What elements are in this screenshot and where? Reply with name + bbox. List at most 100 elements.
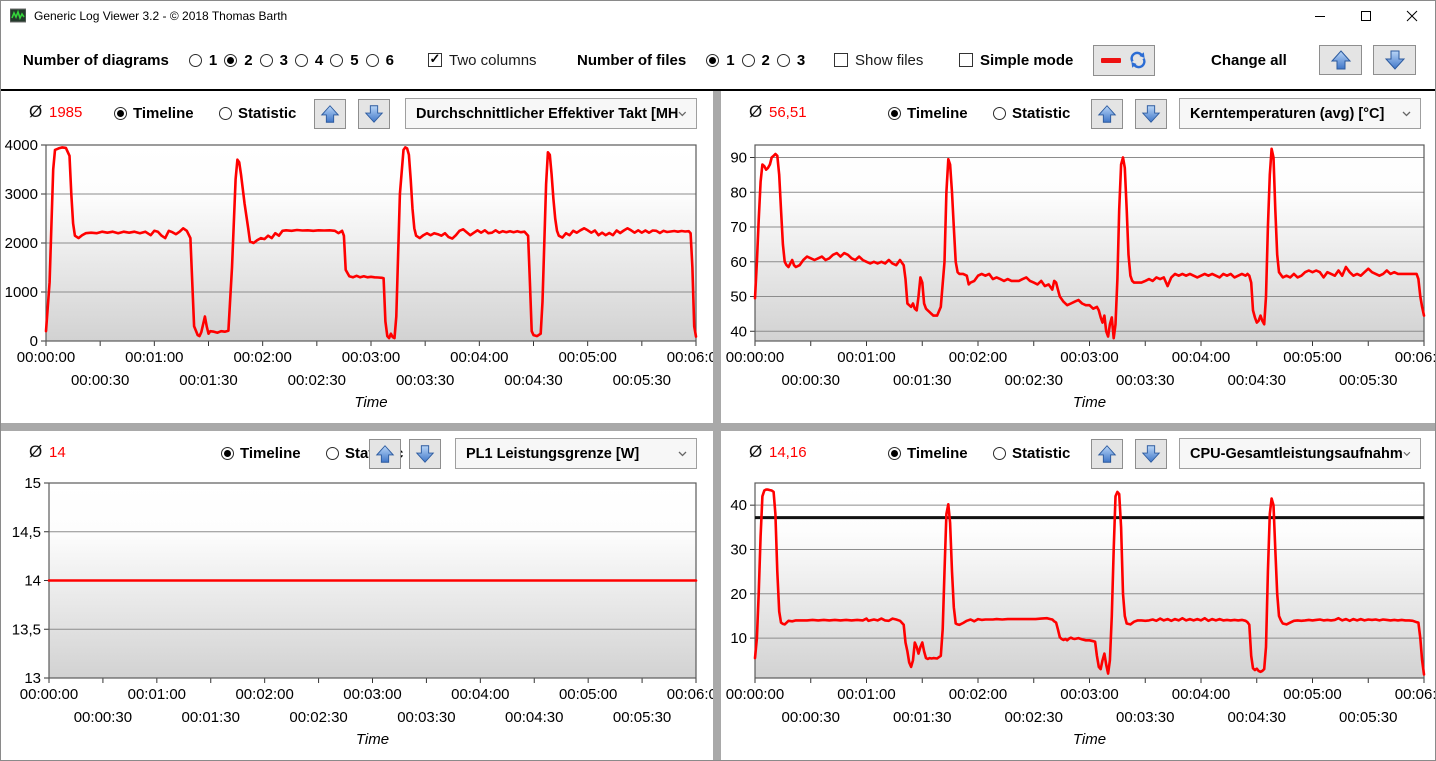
metric-down-button[interactable]	[358, 99, 390, 129]
svg-text:50: 50	[730, 289, 747, 306]
files-radio-2[interactable]	[741, 53, 755, 67]
svg-text:00:04:00: 00:04:00	[1172, 686, 1230, 703]
avg-value: 14	[49, 444, 66, 461]
chevron-down-icon	[678, 111, 687, 116]
svg-text:00:02:00: 00:02:00	[235, 686, 293, 703]
svg-text:00:00:30: 00:00:30	[782, 372, 840, 389]
svg-text:00:01:30: 00:01:30	[893, 709, 951, 726]
files-radio-3[interactable]	[776, 53, 790, 67]
metric-up-button[interactable]	[1091, 99, 1123, 129]
metric-dropdown[interactable]: Kerntemperaturen (avg) [°C]	[1179, 98, 1421, 129]
avg-value: 14,16	[769, 444, 807, 461]
arrow-up-icon	[1330, 50, 1351, 70]
diagrams-option-label: 6	[385, 51, 394, 69]
svg-text:00:01:30: 00:01:30	[893, 372, 951, 389]
svg-text:15: 15	[24, 475, 41, 492]
show-files-checkbox[interactable]	[834, 53, 848, 67]
timeline-radio[interactable]	[221, 447, 234, 460]
svg-text:4000: 4000	[5, 137, 38, 154]
arrow-up-icon	[1097, 445, 1117, 463]
chart-cpu-power: 10 20 30 40 00:00:00 00:01:00 00:02:00 00:03:00…	[726, 482, 1435, 748]
diagrams-option-label: 1	[208, 51, 218, 69]
svg-text:00:05:00: 00:05:00	[1283, 349, 1341, 366]
statistic-radio[interactable]	[326, 447, 339, 460]
arrow-up-icon	[375, 445, 395, 463]
diagram-panel-4: 10 20 30 40 00:00:00 00:01:00 00:02:00 00:03:00…	[721, 431, 1435, 760]
arrow-up-icon	[1097, 105, 1117, 123]
metric-up-button[interactable]	[314, 99, 346, 129]
svg-text:14,5: 14,5	[12, 524, 41, 541]
arrow-up-icon	[320, 105, 340, 123]
panel-4-header: Ø 14,16 Timeline Statistic CPU-Gesamtlei…	[721, 431, 1435, 475]
maximize-icon	[1361, 11, 1371, 21]
diagrams-radio-4[interactable]	[294, 53, 308, 67]
avg-value: 56,51	[769, 104, 807, 121]
svg-text:80: 80	[730, 184, 747, 201]
arrow-down-icon	[1141, 105, 1161, 123]
files-option-label: 3	[796, 51, 806, 69]
svg-text:00:03:00: 00:03:00	[1060, 686, 1118, 703]
two-columns-checkbox[interactable]	[428, 53, 442, 67]
chevron-down-icon	[1403, 451, 1411, 456]
refresh-icon	[1129, 51, 1146, 69]
svg-text:00:03:30: 00:03:30	[396, 372, 454, 389]
svg-text:00:03:00: 00:03:00	[342, 349, 400, 366]
diagrams-radio-6[interactable]	[365, 53, 379, 67]
timeline-radio[interactable]	[888, 447, 901, 460]
metric-down-button[interactable]	[1135, 439, 1167, 469]
metric-up-button[interactable]	[369, 439, 401, 469]
statistic-radio[interactable]	[219, 107, 232, 120]
metric-down-button[interactable]	[409, 439, 441, 469]
chart-core-temps: 40 50 60 70 80 90 00:00:00 00:01:00 00:02:00 00:0…	[726, 144, 1435, 411]
svg-text:00:03:00: 00:03:00	[343, 686, 401, 703]
metric-up-button[interactable]	[1091, 439, 1123, 469]
svg-text:70: 70	[730, 219, 747, 236]
files-radio-1[interactable]	[706, 53, 720, 67]
chevron-down-icon	[678, 451, 687, 456]
metric-dropdown-value: Kerntemperaturen (avg) [°C]	[1190, 105, 1385, 122]
diagram-panel-2: 40 50 60 70 80 90 00:00:00 00:01:00 00:02:00 00:0…	[721, 91, 1435, 423]
metric-dropdown[interactable]: PL1 Leistungsgrenze [W]	[455, 438, 697, 469]
avg-symbol: Ø	[749, 102, 763, 121]
svg-text:60: 60	[730, 254, 747, 271]
statistic-label: Statistic	[1012, 445, 1071, 462]
timeline-radio[interactable]	[114, 107, 127, 120]
svg-text:00:04:00: 00:04:00	[1172, 349, 1230, 366]
svg-text:00:02:30: 00:02:30	[288, 372, 346, 389]
svg-text:20: 20	[730, 586, 747, 603]
diagrams-radio-5[interactable]	[330, 53, 344, 67]
timeline-radio[interactable]	[888, 107, 901, 120]
metric-dropdown-value: PL1 Leistungsgrenze [W]	[466, 445, 640, 462]
arrow-down-icon	[1384, 50, 1405, 70]
metric-down-button[interactable]	[1135, 99, 1167, 129]
close-button[interactable]	[1389, 1, 1435, 31]
diagrams-radio-3[interactable]	[259, 53, 273, 67]
maximize-button[interactable]	[1343, 1, 1389, 31]
metric-dropdown[interactable]: CPU-Gesamtleistungsaufnahme [W]	[1179, 438, 1421, 469]
statistic-radio[interactable]	[993, 447, 1006, 460]
change-all-down-button[interactable]	[1373, 45, 1416, 75]
svg-text:Time: Time	[1073, 731, 1106, 748]
diagrams-radio-2[interactable]	[224, 53, 238, 67]
svg-text:00:00:30: 00:00:30	[74, 709, 132, 726]
svg-text:00:03:00: 00:03:00	[1060, 349, 1118, 366]
metric-dropdown[interactable]: Durchschnittlicher Effektiver Takt [MHz]	[405, 98, 697, 129]
svg-text:00:04:30: 00:04:30	[504, 372, 562, 389]
app-icon	[10, 8, 26, 23]
simple-mode-checkbox[interactable]	[959, 53, 973, 67]
svg-text:13: 13	[24, 670, 41, 687]
svg-text:00:04:30: 00:04:30	[505, 709, 563, 726]
avg-symbol: Ø	[749, 442, 763, 461]
statistic-radio[interactable]	[993, 107, 1006, 120]
line-style-refresh-button[interactable]	[1093, 44, 1155, 76]
svg-text:2000: 2000	[5, 235, 38, 252]
show-files-label: Show files	[855, 51, 924, 69]
minimize-button[interactable]	[1297, 1, 1343, 31]
svg-text:00:05:30: 00:05:30	[1339, 372, 1397, 389]
number-of-files-label: Number of files	[577, 51, 687, 69]
svg-text:00:02:30: 00:02:30	[1005, 372, 1063, 389]
diagrams-radio-1[interactable]	[188, 53, 202, 67]
change-all-up-button[interactable]	[1319, 45, 1362, 75]
svg-text:00:06:00: 00:06:00	[667, 686, 713, 703]
